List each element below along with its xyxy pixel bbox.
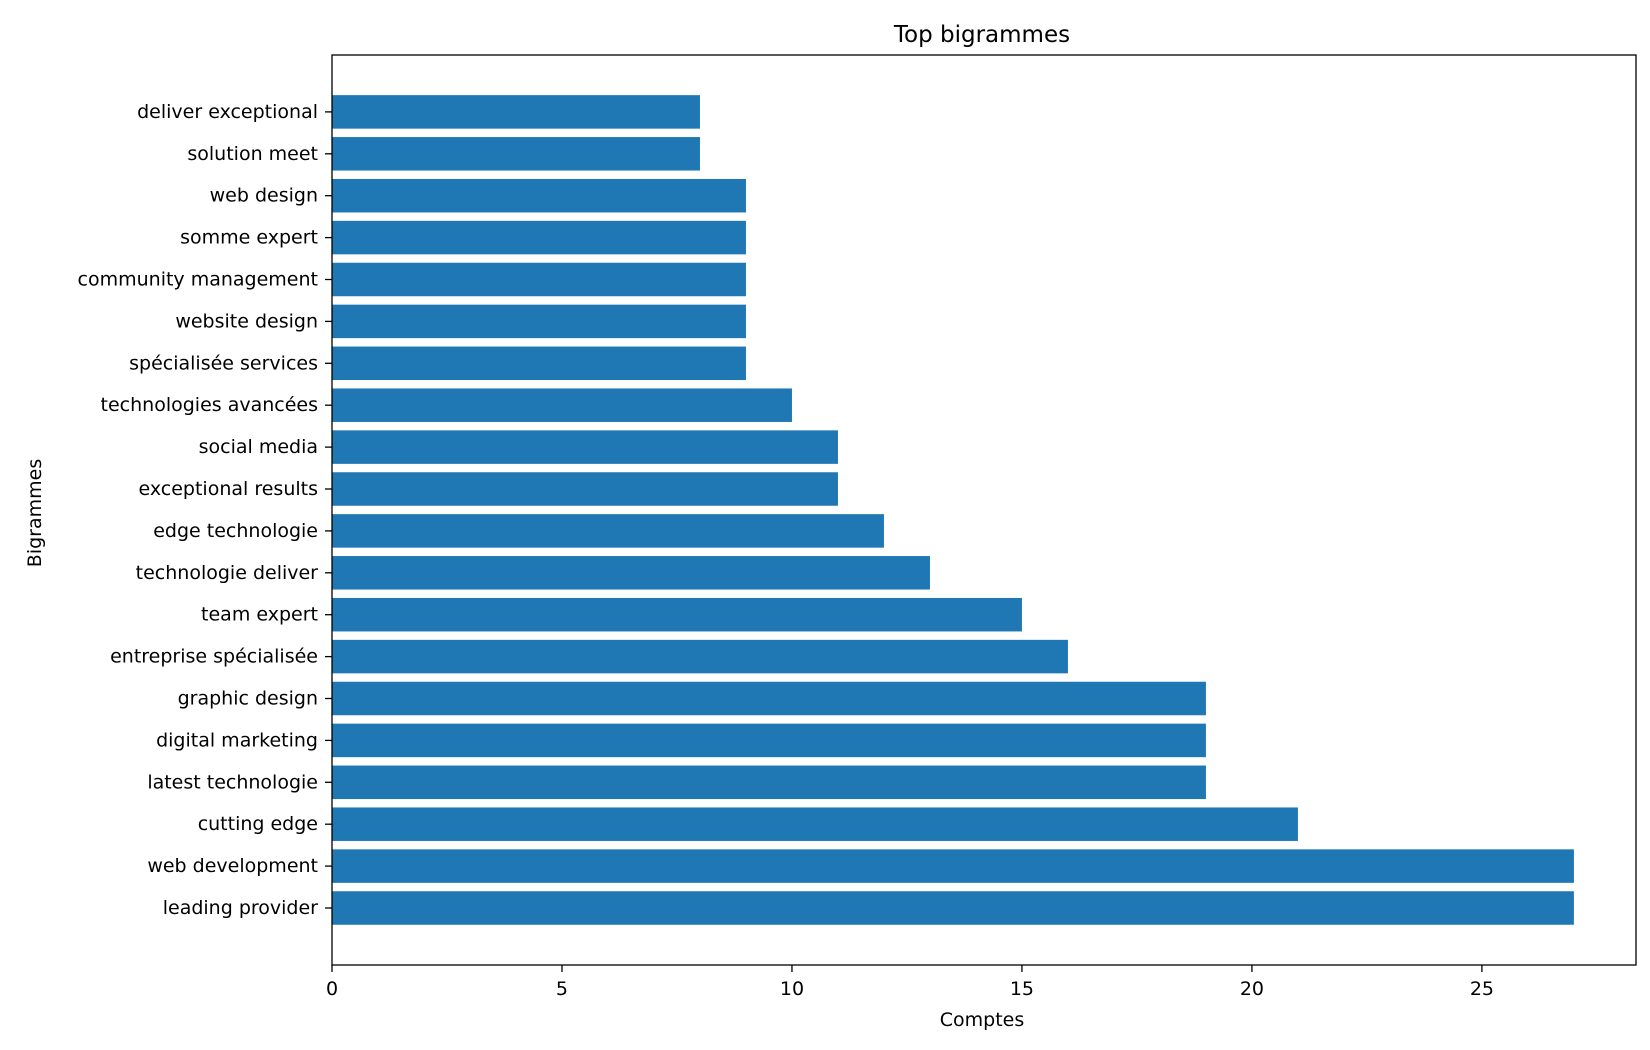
y-tick-label-website-design: website design [175, 310, 318, 332]
x-tick-label-25: 25 [1470, 978, 1494, 1000]
y-tick-label-exceptional-results: exceptional results [139, 478, 318, 500]
y-tick-label-edge-technologie: edge technologie [153, 520, 318, 542]
y-tick-label-somme-expert: somme expert [180, 227, 318, 249]
bar-community-management [332, 262, 746, 297]
y-axis-ticks: leading provider web development cutting e… [78, 101, 332, 919]
bar-specialisee-services [332, 346, 746, 381]
bar-technologies-avancees [332, 388, 792, 422]
y-tick-label-latest-technologie: latest technologie [147, 771, 318, 793]
x-tick-label-20: 20 [1240, 978, 1264, 1000]
y-tick-label-team-expert: team expert [201, 604, 318, 626]
x-tick-label-15: 15 [1010, 978, 1034, 1000]
y-tick-label-cutting-edge: cutting edge [198, 813, 318, 835]
y-tick-label-specialisee-services: spécialisée services [129, 352, 318, 374]
x-axis-ticks: 0 5 10 15 20 25 [326, 965, 1494, 1000]
y-tick-label-technologie-deliver: technologie deliver [136, 562, 319, 584]
bar-technologie-deliver [332, 556, 930, 590]
y-tick-label-social-media: social media [199, 436, 318, 458]
y-tick-label-web-development: web development [147, 855, 318, 877]
y-axis-label: Bigrammes [24, 459, 46, 567]
bar-web-development [332, 849, 1574, 883]
bars-group [332, 95, 1574, 925]
y-tick-label-web-design: web design [210, 185, 318, 207]
bar-edge-technologie [332, 514, 884, 548]
bar-cutting-edge [332, 807, 1298, 841]
bar-somme-expert [332, 220, 746, 255]
y-tick-label-technologies-avancees: technologies avancées [101, 394, 318, 416]
x-tick-label-0: 0 [326, 978, 338, 1000]
y-tick-label-solution-meet: solution meet [187, 143, 318, 165]
plot-area-frame [331, 54, 1637, 966]
bar-leading-provider [332, 891, 1574, 925]
x-tick-label-5: 5 [556, 978, 568, 1000]
y-tick-label-entreprise-specialisee: entreprise spécialisée [110, 646, 318, 668]
y-tick-label-community-management: community management [78, 269, 318, 291]
y-tick-label-digital-marketing: digital marketing [156, 729, 318, 751]
bar-team-expert [332, 597, 1022, 632]
bar-graphic-design [332, 681, 1206, 716]
bar-entreprise-specialisee [332, 639, 1068, 674]
bar-website-design [332, 304, 746, 339]
bar-latest-technologie [332, 765, 1206, 800]
bar-exceptional-results [332, 472, 838, 506]
bar-social-media [332, 430, 838, 464]
chart-title: Top bigrammes [893, 22, 1070, 48]
y-tick-label-deliver-exceptional: deliver exceptional [137, 101, 318, 123]
bar-digital-marketing [332, 723, 1206, 758]
x-tick-label-10: 10 [780, 978, 804, 1000]
y-tick-label-leading-provider: leading provider [163, 897, 318, 919]
bar-solution-meet [332, 137, 700, 171]
x-axis-label: Comptes [940, 1009, 1025, 1031]
y-tick-label-graphic-design: graphic design [178, 688, 318, 710]
bar-deliver-exceptional [332, 95, 700, 129]
bar-web-design [332, 178, 746, 213]
